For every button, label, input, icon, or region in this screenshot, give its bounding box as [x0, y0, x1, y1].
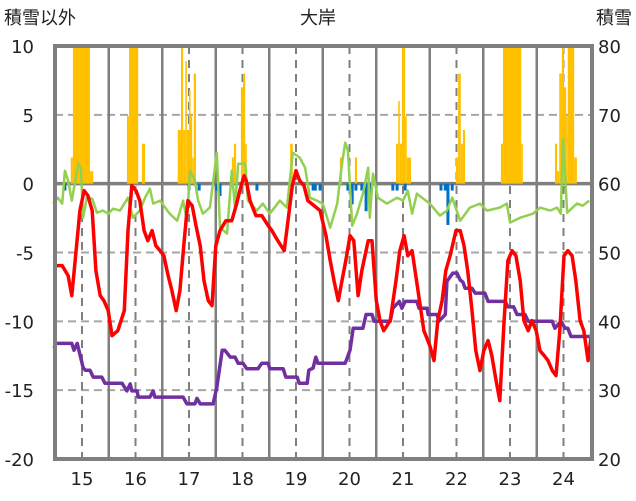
orange-bar — [72, 46, 91, 184]
orange-bar — [186, 129, 189, 184]
orange-bar — [561, 46, 565, 184]
blue-bar — [311, 183, 315, 191]
x-tick: 15 — [71, 469, 94, 490]
blue-bar — [255, 183, 259, 191]
orange-bar — [557, 171, 560, 184]
blue-bar — [364, 183, 368, 212]
orange-bar — [90, 171, 94, 184]
orange-bar — [460, 143, 463, 184]
plot-frame — [53, 44, 594, 461]
right-axis-label: 積雪 — [596, 8, 632, 29]
blue-bar — [350, 183, 354, 205]
x-tick: 20 — [338, 469, 361, 490]
purple-series-line — [52, 271, 590, 406]
blue-bar — [439, 183, 443, 191]
y-tick-right: 50 — [598, 244, 621, 265]
orange-bar — [455, 157, 459, 184]
y-tick-left: -15 — [5, 381, 34, 402]
y-tick-right: 40 — [598, 312, 621, 333]
orange-bar — [566, 116, 568, 184]
x-tick: 16 — [124, 469, 147, 490]
orange-bar — [401, 46, 406, 184]
orange-bar — [185, 61, 187, 184]
orange-bar — [233, 143, 237, 184]
orange-bar — [559, 73, 562, 184]
blue-bar — [443, 183, 447, 191]
blue-bar — [391, 183, 395, 191]
orange-bar — [574, 157, 577, 184]
orange-bar — [564, 87, 567, 184]
orange-bar — [554, 143, 558, 184]
orange-bar — [354, 157, 357, 184]
y-tick-left: 10 — [11, 37, 34, 58]
x-tick: 21 — [392, 469, 415, 490]
y-tick-right: 70 — [598, 106, 621, 127]
orange-bar — [70, 157, 73, 184]
orange-bar — [190, 116, 193, 184]
left-axis-label: 積雪以外 — [4, 8, 76, 29]
orange-bar — [521, 143, 523, 184]
blue-bar — [403, 183, 407, 191]
orange-bar — [567, 46, 575, 184]
y-tick-left: 5 — [23, 106, 34, 127]
blue-bar — [63, 183, 67, 191]
blue-bar — [354, 183, 358, 191]
orange-bar — [398, 101, 400, 184]
blue-bar — [395, 183, 399, 191]
y-tick-left: -5 — [16, 244, 34, 265]
y-tick-left: 0 — [23, 175, 34, 196]
orange-bar — [177, 129, 181, 184]
orange-bar — [183, 129, 186, 184]
orange-bar — [399, 143, 402, 184]
orange-bar — [406, 157, 412, 184]
x-tick: 18 — [231, 469, 254, 490]
y-tick-right: 20 — [598, 450, 621, 471]
x-tick: 23 — [499, 469, 522, 490]
blue-bar — [450, 183, 454, 191]
orange-bar — [503, 46, 522, 184]
x-tick: 17 — [178, 469, 201, 490]
orange-bar — [180, 46, 184, 184]
y-tick-right: 30 — [598, 381, 621, 402]
orange-bar — [126, 116, 130, 184]
orange-bar — [192, 157, 194, 184]
chart-title: 大岸 — [300, 8, 336, 29]
green-series-line — [52, 137, 590, 235]
blue-bar — [346, 183, 350, 191]
bars — [63, 46, 577, 225]
orange-bar — [458, 73, 461, 184]
orange-bar — [405, 116, 407, 184]
y-tick-left: -10 — [5, 312, 34, 333]
x-tick: 19 — [285, 469, 308, 490]
y-tick-right: 80 — [598, 37, 621, 58]
orange-bar — [462, 129, 466, 184]
blue-bar — [313, 183, 317, 191]
y-tick-right: 60 — [598, 175, 621, 196]
blue-bar — [318, 183, 322, 191]
orange-bar — [240, 87, 244, 184]
x-tick: 24 — [552, 469, 575, 490]
orange-bar — [243, 73, 246, 184]
orange-bar — [396, 143, 399, 184]
orange-bar — [141, 143, 146, 184]
orange-bar — [500, 143, 504, 184]
y-tick-left: -20 — [5, 450, 34, 471]
orange-bar — [193, 73, 196, 184]
orange-bar — [189, 90, 191, 184]
red-series-line — [55, 168, 594, 403]
x-tick: 22 — [445, 469, 468, 490]
blue-bar — [215, 183, 219, 191]
blue-bar — [446, 183, 450, 225]
blue-bar — [360, 183, 364, 191]
blue-bar — [218, 183, 222, 197]
blue-bar — [197, 183, 201, 191]
orange-bar — [129, 46, 139, 184]
series-lines — [52, 137, 594, 406]
